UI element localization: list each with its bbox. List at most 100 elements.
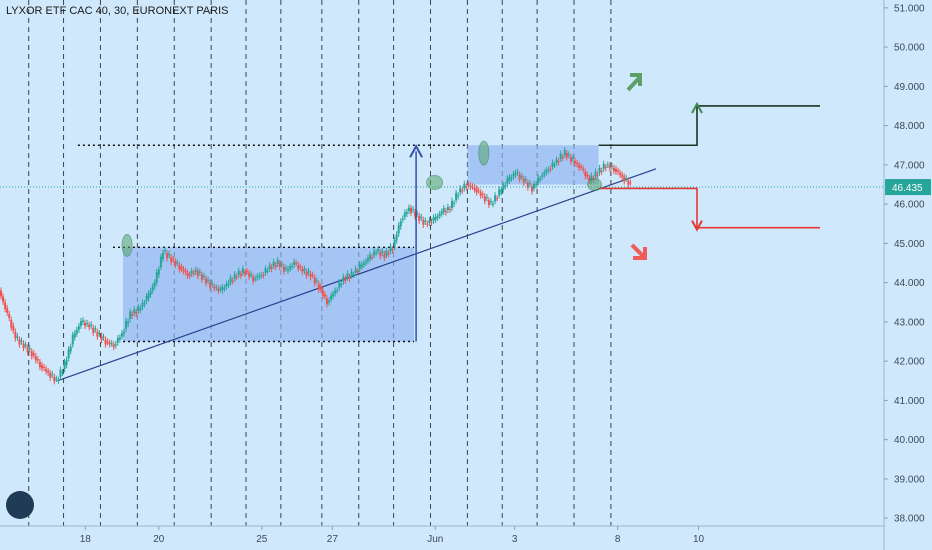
candle-body [328,300,330,303]
bull-scenario-line [598,105,820,147]
candle-body [82,320,84,322]
y-tick-label: 48.000 [894,121,925,132]
candle-body [428,220,431,223]
candle-body [612,167,615,172]
candle-body [479,192,482,196]
candle-body [407,207,410,211]
candle-body [311,274,314,276]
candle-body [45,368,48,372]
candle-body [457,195,460,197]
candle-body [489,201,492,203]
candle-body [590,175,593,181]
candle-body [506,178,509,184]
candle-body [561,157,564,159]
bull-arrow-head [691,101,703,114]
candle-body [309,273,312,278]
candle-body [176,262,179,264]
candle-body [391,249,394,251]
tradingview-logo-icon[interactable] [6,491,34,519]
chart-title: LYXOR ETF CAC 40, 30, EURONEXT PARIS [6,5,229,17]
candle-body [608,165,611,169]
y-tick-label: 47.000 [894,160,925,171]
candle-body [481,194,484,196]
candle-body [215,287,218,289]
candle-body [453,203,456,205]
candle-body [535,184,538,186]
candle-body [145,296,148,302]
candle-body [627,180,630,185]
candle-body [436,216,439,218]
candle-body [582,168,585,170]
candle-body [287,269,289,271]
y-tick-label: 44.000 [894,278,925,289]
current-price-text: 46.435 [892,183,923,194]
candle-body [317,283,320,290]
candle-body [65,359,68,366]
candle-body [248,272,251,277]
candle-body [551,162,554,167]
candle-body [30,351,33,357]
candle-body [401,218,404,220]
candle-body [227,282,230,285]
candle-body [381,251,384,254]
candle-body [10,319,13,328]
y-tick-label: 46.000 [894,200,925,211]
candle-body [492,203,494,205]
candle-body [541,175,544,177]
candle-body [303,268,306,271]
candle-body [114,344,117,346]
candle-body [475,188,478,193]
candle-body [299,266,302,268]
candle-body [471,186,474,188]
candle-body [270,266,273,270]
candle-body [282,266,285,272]
candle-body [260,275,263,277]
candle-body [26,347,29,353]
candle-body [258,275,261,277]
candle-body [598,167,601,173]
candle-body [38,362,41,368]
candle-body [319,286,322,290]
candle-body [405,211,408,214]
candle-body [32,353,35,356]
candle-body [321,290,324,296]
candle-body [586,174,589,177]
candle-body [172,259,175,261]
candle-body [104,339,107,345]
candle-body [291,265,294,267]
candle-body [143,303,146,305]
current-price-label: 46.435 [885,179,931,196]
candle-body [207,279,210,281]
highlight-marker [587,177,602,191]
candle-body [139,308,142,311]
candle-body [14,331,17,339]
candle-body [149,291,152,295]
candle-body [108,342,111,345]
candle-body [434,216,437,220]
candle-body [354,268,357,273]
candle-body [190,270,193,274]
candle-body [364,261,367,263]
candle-body [358,264,361,269]
candle-body [461,190,464,192]
candle-body [153,282,156,287]
candle-body [578,164,581,168]
candle-body [426,223,429,225]
candle-body [537,177,540,183]
candle-body [369,254,371,260]
candle-body [141,302,144,308]
candle-body [325,298,328,305]
candle-body [239,273,242,276]
candle-body [8,314,11,318]
candle-body [24,344,27,346]
candle-body [209,282,212,288]
candle-body [211,283,214,285]
candle-body [188,274,191,277]
candle-body [184,270,187,273]
y-tick-label: 41.000 [894,396,925,407]
candle-body [623,176,626,182]
candle-body [340,283,343,285]
candle-body [61,372,64,374]
candle-body [518,174,521,180]
